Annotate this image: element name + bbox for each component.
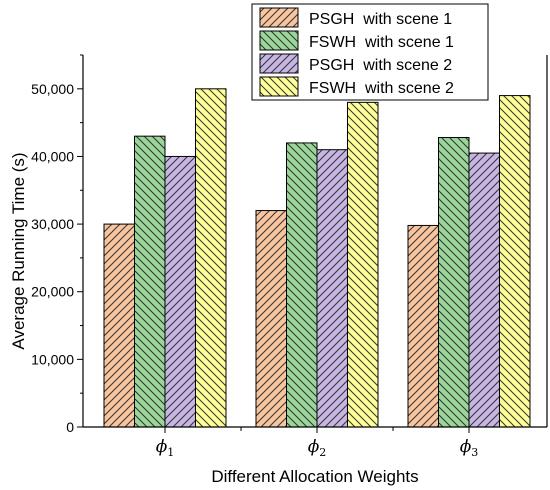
bar-1-2	[255, 210, 287, 428]
y-axis-title: Average Running Time (s)	[9, 152, 28, 349]
legend-swatch-2	[259, 30, 299, 51]
labels-group: 0 10,000 20,000 30,000 40,000 50,000 ϕ1 ϕ2 ϕ3 Dif…	[9, 81, 478, 486]
legend-label-2: FSWH with scene 1	[309, 34, 454, 51]
legend-swatch-1	[259, 7, 299, 28]
bars-group	[103, 88, 531, 428]
legend-label-4: FSWH with scene 2	[309, 80, 454, 97]
x-tick-label-2: ϕ2	[308, 437, 327, 459]
bar-2-3	[438, 137, 470, 428]
legend-swatch-3	[259, 53, 299, 74]
bar-3-1	[164, 155, 196, 428]
bar-4-3	[499, 95, 531, 428]
y-tick-label: 40,000	[31, 148, 74, 164]
bar-3-2	[316, 149, 348, 428]
bar-1-1	[103, 223, 135, 428]
legend: PSGH with scene 1 FSWH with scene 1 PSGH w…	[251, 3, 489, 101]
bar-1-3	[407, 224, 439, 428]
bar-4-2	[347, 101, 379, 428]
x-tick-subscript: 2	[319, 446, 326, 459]
y-tick-label: 10,000	[31, 351, 74, 367]
legend-label-3: PSGH with scene 2	[309, 57, 452, 74]
y-tick-label: 30,000	[31, 216, 74, 232]
y-tick-label: 50,000	[31, 81, 74, 97]
y-tick-label: 0	[66, 419, 74, 435]
x-tick-label-1: ϕ1	[156, 437, 175, 459]
bar-2-1	[134, 135, 166, 428]
axes-group	[77, 54, 548, 433]
y-tick-label: 20,000	[31, 284, 74, 300]
bar-2-2	[286, 142, 318, 428]
bar-4-1	[195, 88, 227, 428]
x-tick-subscript: 3	[471, 446, 478, 459]
x-tick-subscript: 1	[167, 446, 174, 459]
legend-swatch-4	[259, 76, 299, 97]
legend-label-1: PSGH with scene 1	[309, 11, 452, 28]
x-axis-title: Different Allocation Weights	[211, 467, 418, 486]
x-tick-label-3: ϕ3	[460, 437, 479, 459]
bar-3-3	[468, 152, 500, 428]
